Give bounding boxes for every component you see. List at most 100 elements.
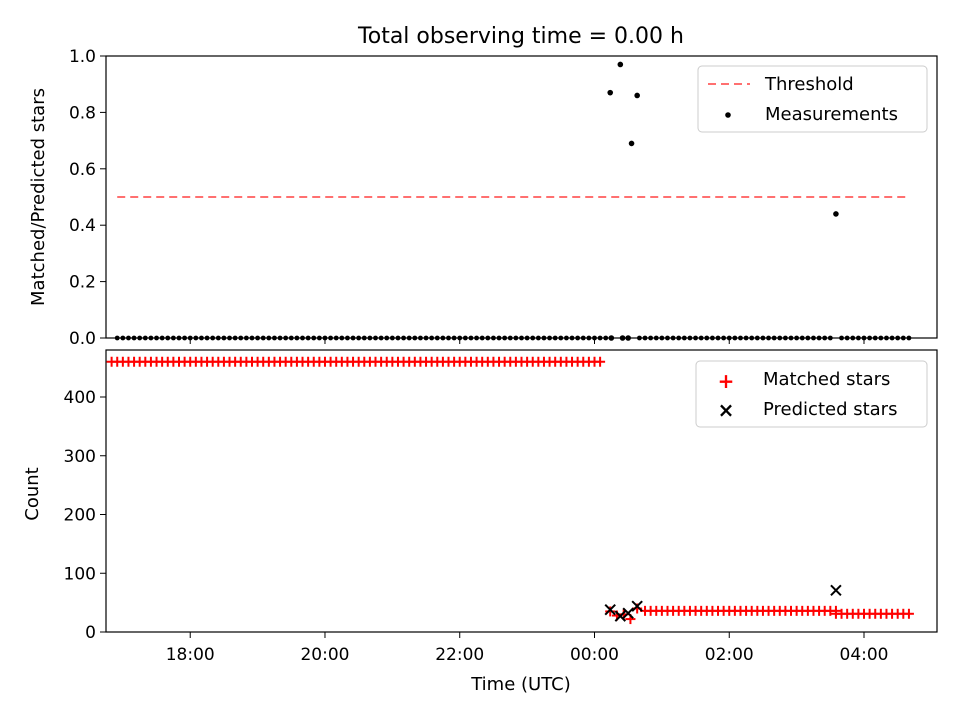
bottom-plot-frame <box>105 349 938 633</box>
measurement-point <box>249 335 255 341</box>
measurement-point <box>170 335 176 341</box>
top-legend: Threshold Measurements <box>697 65 928 133</box>
measurement-point <box>569 335 575 341</box>
measurement-point <box>580 335 586 341</box>
measurement-point <box>373 335 378 341</box>
legend-matched-label: Matched stars <box>763 369 890 390</box>
bottom-x-tick-label: 04:00 <box>840 645 889 665</box>
measurement-point <box>232 335 238 341</box>
measurement-point <box>827 335 833 341</box>
measurement-point <box>305 335 311 341</box>
measurement-point <box>243 335 249 341</box>
legend-matched-swatch: + <box>718 369 735 393</box>
measurement-point <box>850 335 856 341</box>
bottom-x-tick-label: 18:00 <box>166 645 215 665</box>
top-y-tick-label: 1.0 <box>69 47 96 67</box>
measurement-point <box>227 335 232 341</box>
measurement-point <box>446 335 451 341</box>
measurement-point <box>681 335 687 341</box>
measurement-point <box>603 335 609 341</box>
measurement-point <box>176 335 182 341</box>
measurement-point <box>805 335 811 341</box>
top-y-tick-label: 0.8 <box>69 103 96 123</box>
measurement-point <box>855 335 861 341</box>
measurement-point <box>839 335 844 341</box>
measurement-point <box>266 335 272 341</box>
measurement-point <box>715 335 721 341</box>
measurement-point <box>564 335 569 341</box>
predicted-star-marker-b <box>830 584 842 596</box>
measurement-point <box>479 335 485 341</box>
top-axes: 0.0 0.2 0.4 0.6 0.8 1.0 Matched/Predicted sta… <box>28 47 938 349</box>
bottom-y-tick-label: 100 <box>64 564 96 584</box>
measurement-point <box>440 335 446 341</box>
matched-star-marker <box>903 608 914 619</box>
measurement-point <box>126 335 131 341</box>
measurement-point <box>199 335 204 341</box>
measurement-point <box>811 335 816 341</box>
top-legend-box <box>697 65 928 133</box>
top-y-tick-label: 0.0 <box>69 329 96 349</box>
measurement-point <box>833 211 839 217</box>
measurement-point <box>659 335 665 341</box>
measurement-point <box>204 335 210 341</box>
measurement-point <box>434 335 440 341</box>
predicted-star-marker-b <box>631 600 643 612</box>
measurement-point <box>423 335 429 341</box>
measurement-point <box>547 335 552 341</box>
measurement-point <box>799 335 805 341</box>
predicted-star-marker <box>604 603 616 616</box>
measurement-point <box>429 335 435 341</box>
measurement-point <box>412 335 418 341</box>
measurement-point <box>693 335 698 341</box>
top-y-axis-label: Matched/Predicted stars <box>28 88 49 306</box>
measurement-point <box>333 335 339 341</box>
measurement-point <box>884 335 889 341</box>
measurement-point <box>339 335 345 341</box>
measurement-point <box>535 335 541 341</box>
measurement-point <box>861 335 867 341</box>
measurement-point <box>485 335 491 341</box>
predicted-star-marker-b <box>622 607 634 619</box>
measurement-point <box>148 335 154 341</box>
legend-predicted-label: Predicted stars <box>763 399 897 420</box>
measurement-point <box>597 335 603 341</box>
measurement-point <box>210 335 216 341</box>
measurement-point <box>496 335 502 341</box>
measurement-point <box>771 335 777 341</box>
predicted-star-marker <box>631 600 643 612</box>
measurement-point <box>552 335 558 341</box>
bottom-y-tick-label: 400 <box>64 388 96 408</box>
measurement-point <box>350 335 356 341</box>
measurement-point <box>378 335 384 341</box>
measurement-point <box>760 335 766 341</box>
measurement-point <box>607 89 614 96</box>
measurement-point <box>182 335 188 341</box>
measurement-point <box>462 335 468 341</box>
measurement-point <box>895 335 901 341</box>
measurement-point <box>867 335 873 341</box>
bottom-x-tick-label: 20:00 <box>300 645 349 665</box>
measurement-point <box>541 335 547 341</box>
top-series <box>114 61 912 341</box>
measurement-point <box>619 335 626 341</box>
measurement-point <box>260 335 266 341</box>
measurement-point <box>777 335 783 341</box>
measurement-point <box>418 335 423 341</box>
measurement-point <box>165 335 171 341</box>
measurement-point <box>311 335 317 341</box>
measurement-point <box>592 335 597 341</box>
measurement-point <box>238 335 244 341</box>
measurement-point <box>491 335 496 341</box>
measurement-point <box>634 92 640 99</box>
measurement-point <box>356 335 362 341</box>
measurement-point <box>665 335 670 341</box>
measurement-point <box>328 335 333 341</box>
top-y-tick-label: 0.6 <box>69 160 96 180</box>
measurement-point <box>575 335 581 341</box>
measurement-point <box>367 335 373 341</box>
predicted-star-marker <box>614 610 627 622</box>
measurement-point <box>617 61 624 68</box>
measurement-point <box>187 335 193 341</box>
